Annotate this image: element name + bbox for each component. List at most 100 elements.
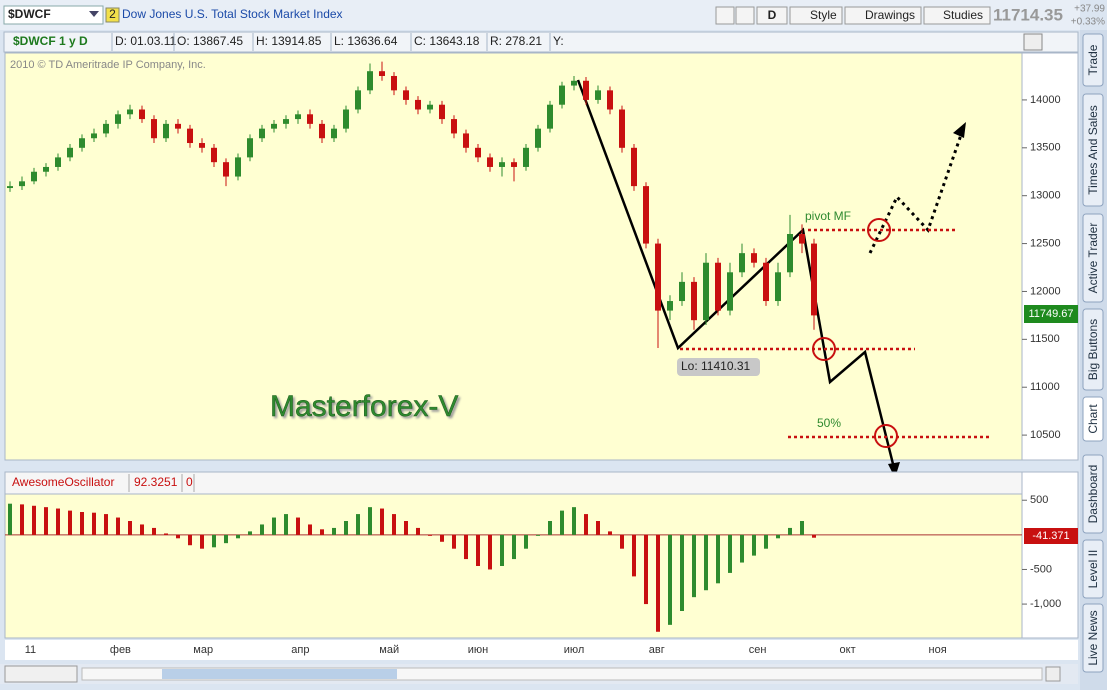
side-tab[interactable] <box>1082 396 1104 442</box>
info-bar <box>3 31 1079 53</box>
button-box[interactable] <box>844 6 922 25</box>
side-tab[interactable] <box>1082 603 1104 673</box>
button-box[interactable] <box>756 6 788 25</box>
candle-body <box>331 128 337 139</box>
candle-body <box>739 253 745 273</box>
osc-bar <box>260 524 264 535</box>
candle-body <box>259 128 265 139</box>
candle-body <box>295 114 301 120</box>
tool-button[interactable] <box>715 6 735 25</box>
candle-body <box>271 123 277 129</box>
scroll-right[interactable] <box>1045 666 1061 682</box>
candle-body <box>43 166 49 172</box>
x-tick-label: 11 <box>25 644 36 656</box>
candle-body <box>31 171 37 182</box>
zoom-tools[interactable] <box>4 665 78 683</box>
osc-bar <box>356 514 360 535</box>
candle-body <box>523 147 529 167</box>
chart-settings-icon[interactable] <box>1023 33 1043 51</box>
osc-bar <box>800 521 804 535</box>
button-box[interactable] <box>923 6 991 25</box>
osc-bar <box>596 521 600 535</box>
candle-body <box>595 90 601 100</box>
osc-bar <box>344 521 348 535</box>
side-tab-label[interactable]: Trade <box>1086 44 1100 75</box>
side-tab-label[interactable]: Big Buttons <box>1086 319 1100 380</box>
osc-bar <box>8 503 12 535</box>
oscillator-panel <box>4 493 1023 639</box>
side-tab-label[interactable]: Live News <box>1086 610 1100 665</box>
watermark: Masterforex-V <box>270 390 458 423</box>
candle-body <box>655 243 661 311</box>
osc-bar <box>632 534 636 577</box>
osc-bar <box>500 534 504 566</box>
button-label[interactable]: D <box>768 8 777 22</box>
scroll-thumb[interactable] <box>162 669 397 679</box>
dropdown-arrow[interactable] <box>89 11 99 17</box>
candle-body <box>427 104 433 110</box>
side-tab[interactable] <box>1082 454 1104 534</box>
osc-bar <box>788 527 792 535</box>
osc-bar <box>176 534 180 539</box>
candle-body <box>187 128 193 144</box>
side-tab-label[interactable]: Active Trader <box>1086 223 1100 294</box>
candle-body <box>631 147 637 187</box>
y-tick-label: 11500 <box>1030 333 1060 345</box>
link-badge-box[interactable] <box>105 7 120 23</box>
study-name[interactable]: AwesomeOscillator <box>12 475 114 489</box>
price-panel <box>4 52 1023 461</box>
button-label[interactable]: Studies <box>943 8 983 22</box>
side-tab-label[interactable]: Chart <box>1086 404 1100 434</box>
side-tab-label[interactable]: Times And Sales <box>1086 105 1100 195</box>
tool-button[interactable] <box>735 6 755 25</box>
info-item: L: 13636.64 <box>334 34 398 48</box>
candle-body <box>211 147 217 163</box>
candle-body <box>67 147 73 158</box>
osc-bar <box>488 534 492 570</box>
candle-body <box>415 99 421 110</box>
side-tab[interactable] <box>1082 213 1104 303</box>
osc-bar <box>152 527 156 535</box>
candle-body <box>403 90 409 100</box>
x-tick-label: мар <box>193 644 213 656</box>
side-tab[interactable] <box>1082 539 1104 599</box>
osc-bar <box>812 534 816 538</box>
candle-body <box>103 123 109 134</box>
candle-body <box>319 123 325 139</box>
side-tab[interactable] <box>1082 33 1104 87</box>
osc-bar <box>428 534 432 536</box>
price-axis <box>1021 52 1079 461</box>
candle-body <box>343 109 349 129</box>
symbol-input[interactable] <box>3 5 104 25</box>
candle-body <box>607 90 613 110</box>
candle-body <box>715 262 721 311</box>
y-tick-label: 12500 <box>1030 237 1061 249</box>
price-label: 11749.67 <box>1028 308 1073 320</box>
osc-bar <box>128 521 132 535</box>
candle-body <box>79 138 85 148</box>
button-label[interactable]: Style <box>810 8 837 22</box>
side-tab-label[interactable]: Level II <box>1086 550 1100 589</box>
osc-bar <box>200 534 204 549</box>
forecast-path <box>868 131 964 254</box>
study-value: 92.3251 <box>134 475 178 489</box>
button-label[interactable]: Drawings <box>865 8 915 22</box>
symbol: $DWCF <box>8 7 51 21</box>
candle-body <box>475 147 481 158</box>
button-box[interactable] <box>789 6 843 25</box>
side-tab[interactable] <box>1082 93 1104 207</box>
candle-body <box>247 138 253 158</box>
osc-bar <box>116 517 120 535</box>
osc-bar <box>188 534 192 546</box>
info-item: $DWCF 1 y D <box>13 34 88 48</box>
side-tab-label[interactable]: Dashboard <box>1086 465 1100 524</box>
side-tab[interactable] <box>1082 308 1104 391</box>
x-tick-label: июн <box>468 644 488 656</box>
y-tick-label: 10500 <box>1030 429 1061 441</box>
arrow-head <box>888 462 900 478</box>
candle-body <box>703 262 709 321</box>
y-tick-label: 11000 <box>1030 381 1060 393</box>
candle-body <box>151 119 157 139</box>
osc-bar <box>740 534 744 563</box>
arrow-head <box>953 122 966 138</box>
